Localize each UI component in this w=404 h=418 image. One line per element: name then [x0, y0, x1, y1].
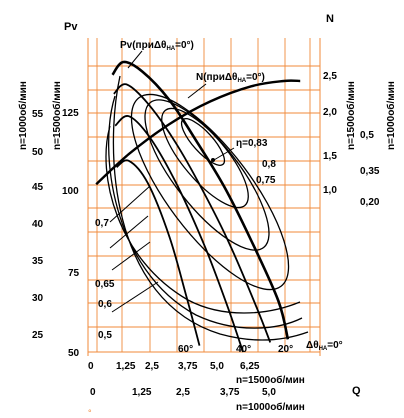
q-tick-2-5: 2,5 [145, 361, 159, 372]
pv-rpm1500-label: n=1500об/мин [51, 81, 63, 150]
efficiency-fans [105, 75, 309, 341]
n-rpm1500-label: n=1500об/мин [345, 81, 357, 150]
q-tick-1-25: 1,25 [116, 361, 136, 372]
eta-label-0-7: 0,7 [95, 218, 109, 229]
pv-tick-100: 100 [62, 186, 79, 197]
eta-label-0-5: 0,5 [98, 330, 112, 341]
q-rpm1000-label: n=1000об/мин [236, 401, 305, 413]
best-efficiency-point [211, 158, 215, 162]
n1000-tick-0-35: 0,35 [360, 166, 380, 177]
pv1000-tick-45: 45 [32, 182, 44, 193]
n-rpm1000-label: n=1000об/мин [385, 81, 397, 150]
eta-contour-0-6 [108, 95, 303, 329]
eta-contour-0-7 [130, 93, 290, 291]
angle-label-40: 40° [236, 344, 251, 355]
q-tick-5-0: 5,0 [210, 361, 224, 372]
q-tick-3-75: 3,75 [178, 361, 198, 372]
n-tick-1-5: 1,5 [323, 151, 337, 162]
q-tick-0: 0 [88, 361, 94, 372]
pv-rpm1000-label: n=1000об/мин [17, 81, 29, 150]
pressure-curve-40deg [114, 115, 244, 353]
pv1000-tick-25: 25 [32, 330, 44, 341]
pv1000-tick-35: 35 [32, 256, 44, 267]
eta-label-0-83: η=0,83 [236, 138, 268, 149]
leader-0-5 [111, 281, 159, 313]
curves-group [95, 60, 301, 353]
power-curve [95, 79, 301, 186]
pressure-curve-60deg [116, 159, 201, 346]
pv-curve-label: Pv(приΔθНА=0°) [120, 40, 194, 52]
n-curve-label: N(приΔθНА=0°) [196, 72, 265, 84]
pv-tick-50: 50 [68, 348, 80, 359]
n-label-leader [187, 83, 207, 99]
pv-axis-title: Pv [64, 21, 78, 33]
n-axis-title: N [326, 13, 334, 25]
angle-label-60: 60° [178, 344, 193, 355]
q-tick-6-25: 6,25 [240, 361, 260, 372]
pressure-curve-0deg [111, 60, 290, 340]
eta-label-0-8: 0,8 [262, 159, 276, 170]
orange-mark: ° [88, 408, 92, 418]
eta-label-0-75: 0,75 [256, 175, 276, 186]
leader-0-65 [109, 215, 149, 249]
q1000-tick-3-75: 3,75 [220, 387, 240, 398]
leader-0-7 [109, 185, 151, 223]
leader-0-83 [213, 147, 235, 161]
eta-contour-0-5 [112, 75, 309, 341]
q-axis-title: Q [352, 385, 361, 397]
pv1000-tick-50: 50 [32, 147, 44, 158]
q1000-tick-2-5: 2,5 [176, 387, 190, 398]
q1000-tick-5-0: 5,0 [262, 387, 276, 398]
n-tick-2-5: 2,5 [323, 71, 337, 82]
eta-contour-0-8 [161, 107, 249, 209]
n1000-tick-0-20: 0,20 [360, 197, 380, 208]
pv-tick-75: 75 [68, 268, 80, 279]
pv1000-tick-30: 30 [32, 293, 44, 304]
grid [88, 38, 320, 352]
pv-label-leader [127, 50, 143, 69]
angle-label-20: 20° [278, 344, 293, 355]
pv-tick-125: 125 [62, 108, 79, 119]
q1000-tick-0: 0 [90, 387, 96, 398]
angle-label-0: ΔθНА=0° [306, 340, 343, 352]
eta-contour-0-65 [105, 125, 301, 314]
n-tick-1-0: 1,0 [323, 185, 337, 196]
pv1000-tick-40: 40 [32, 219, 44, 230]
pressure-curve-20deg [113, 83, 272, 343]
eta-label-0-6: 0,6 [98, 299, 112, 310]
leader-0-6 [111, 241, 151, 271]
efficiency-leaders [109, 147, 235, 313]
q-rpm1500-label: n=1500об/мин [236, 374, 305, 386]
q1000-tick-1-25: 1,25 [132, 387, 152, 398]
n-tick-2-0: 2,0 [323, 107, 337, 118]
n1000-tick-0-5: 0,5 [360, 130, 374, 141]
eta-label-0-65: 0,65 [95, 279, 115, 290]
efficiency-contours [130, 93, 290, 291]
pv1000-tick-55: 55 [32, 109, 44, 120]
